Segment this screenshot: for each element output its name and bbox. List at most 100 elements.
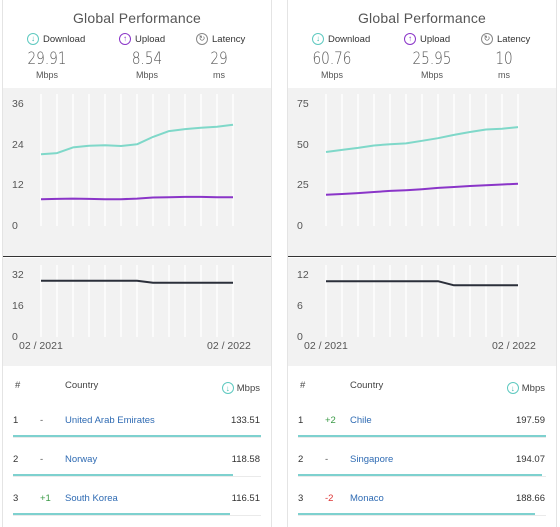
- latency-series-line-0: [41, 279, 233, 284]
- download-sort-icon[interactable]: ↓: [221, 382, 234, 394]
- panel-title: Global Performance: [72, 10, 202, 26]
- row-rank-change: -: [40, 454, 44, 465]
- row-country-link[interactable]: Chile: [350, 415, 372, 426]
- row-separator: [13, 515, 261, 516]
- global-performance-panel-mobile: Global Performance ↓ Download 60.76 Mbps ↑ Upl…: [287, 0, 557, 527]
- metric-latency-header: ↻ Latency: [196, 32, 245, 46]
- row-rank-change: +1: [40, 493, 51, 504]
- table-header-country: Country: [350, 380, 384, 391]
- metric-unit: ms: [498, 70, 510, 80]
- row-speed: 116.51: [231, 493, 260, 504]
- row-speed: 133.51: [230, 415, 260, 426]
- table-row: 1 - United Arab Emirates 133.51: [3, 399, 271, 438]
- speed-ytick: 75: [297, 98, 309, 110]
- row-rank: 2: [13, 454, 19, 465]
- metric-unit: ms: [213, 70, 225, 80]
- download-icon: ↓: [27, 33, 39, 45]
- row-speed: 194.07: [515, 454, 545, 465]
- table-header-speed-label: Mbps: [236, 382, 260, 394]
- table-row: 2 - Singapore 194.07: [288, 438, 556, 477]
- metric-label: Upload: [420, 33, 451, 45]
- row-rank: 2: [298, 454, 304, 465]
- metric-unit: Mbps: [135, 70, 158, 80]
- speed-ytick: 0: [297, 220, 303, 232]
- table-header-rank: #: [300, 380, 306, 391]
- row-speed-bar: [13, 513, 230, 515]
- download-icon: ↓: [312, 33, 324, 45]
- row-speed-bar: [298, 474, 542, 476]
- row-speed-bar: [298, 435, 546, 437]
- upload-icon: ↑: [119, 33, 131, 45]
- row-rank: 1: [298, 415, 304, 426]
- metric-unit: Mbps: [35, 70, 58, 80]
- speed-series-line-1: [325, 182, 519, 196]
- row-separator: [13, 437, 261, 438]
- table-row: 2 - Norway 118.58: [3, 438, 271, 477]
- download-sort-icon[interactable]: ↓: [506, 382, 519, 394]
- metric-label: Download: [328, 33, 371, 45]
- metric-download-header: ↓ Download: [312, 32, 370, 46]
- metric-latency-value: 10: [495, 49, 513, 69]
- row-rank: 3: [298, 493, 304, 504]
- row-rank-change: -: [325, 454, 329, 465]
- row-country-link[interactable]: United Arab Emirates: [65, 415, 155, 426]
- row-country-link[interactable]: Norway: [65, 454, 98, 465]
- x-axis-end-label: 02 / 2022: [207, 340, 251, 352]
- metric-download-value: 29.91: [27, 49, 67, 69]
- table-header-speed[interactable]: ↓ Mbps: [221, 382, 260, 394]
- table-row: 3 -2 Monaco 188.66: [288, 477, 556, 516]
- chart-svg: [325, 94, 519, 337]
- table-row: 1 +2 Chile 197.59: [288, 399, 556, 438]
- metric-label: Upload: [135, 33, 166, 45]
- latency-ytick: 6: [297, 300, 303, 312]
- row-separator: [298, 515, 546, 516]
- speed-ytick: 50: [297, 138, 309, 151]
- latency-series-line-0: [326, 280, 518, 287]
- metric-unit: Mbps: [420, 70, 443, 80]
- row-speed: 118.58: [231, 454, 260, 465]
- row-rank-change: -: [40, 415, 44, 426]
- metric-download-value: 60.76: [312, 49, 352, 69]
- speed-series-line-0: [325, 126, 519, 153]
- global-performance-panel-fixed: Global Performance ↓ Download 29.91 Mbps ↑ Upl…: [2, 0, 272, 527]
- table-header-speed[interactable]: ↓ Mbps: [506, 382, 545, 394]
- x-axis-end-label: 02 / 2022: [492, 340, 536, 352]
- latency-icon: ↻: [481, 33, 493, 45]
- speed-ytick: 36: [12, 98, 24, 110]
- table-header-speed-label: Mbps: [521, 382, 545, 394]
- metric-upload-header: ↑ Upload: [119, 32, 165, 46]
- speed-ytick: 12: [12, 179, 24, 192]
- metric-upload-header: ↑ Upload: [404, 32, 450, 46]
- speed-series-line-0: [40, 123, 234, 156]
- row-rank: 1: [13, 415, 19, 426]
- latency-ytick: 16: [12, 300, 24, 312]
- speed-ytick: 0: [12, 220, 18, 232]
- metric-latency-header: ↻ Latency: [481, 32, 530, 46]
- metric-latency-value: 29: [210, 49, 228, 69]
- table-header-country: Country: [65, 380, 99, 391]
- row-speed: 188.66: [515, 493, 545, 504]
- metric-label: Download: [43, 33, 86, 45]
- row-speed-bar: [13, 435, 261, 437]
- metric-unit: Mbps: [320, 70, 343, 80]
- speed-series-line-1: [40, 195, 233, 201]
- latency-icon: ↻: [196, 33, 208, 45]
- row-separator: [298, 437, 546, 438]
- row-country-link[interactable]: Singapore: [350, 454, 394, 465]
- panel-title: Global Performance: [357, 10, 487, 26]
- chart-divider: [3, 256, 271, 257]
- row-speed-bar: [13, 474, 234, 476]
- metric-upload-value: 8.54: [131, 49, 163, 69]
- row-rank-change: +2: [325, 415, 336, 426]
- latency-ytick: 0: [12, 331, 18, 343]
- row-speed-bar: [298, 513, 535, 515]
- row-country-link[interactable]: Monaco: [350, 493, 384, 504]
- metric-label: Latency: [497, 33, 531, 45]
- metric-download-header: ↓ Download: [27, 32, 85, 46]
- row-country-link[interactable]: South Korea: [65, 493, 118, 504]
- row-speed: 197.59: [515, 415, 545, 426]
- latency-ytick: 0: [297, 331, 303, 343]
- latency-ytick: 32: [12, 269, 24, 281]
- x-axis-start-label: 02 / 2021: [19, 340, 63, 352]
- speed-ytick: 25: [297, 179, 309, 192]
